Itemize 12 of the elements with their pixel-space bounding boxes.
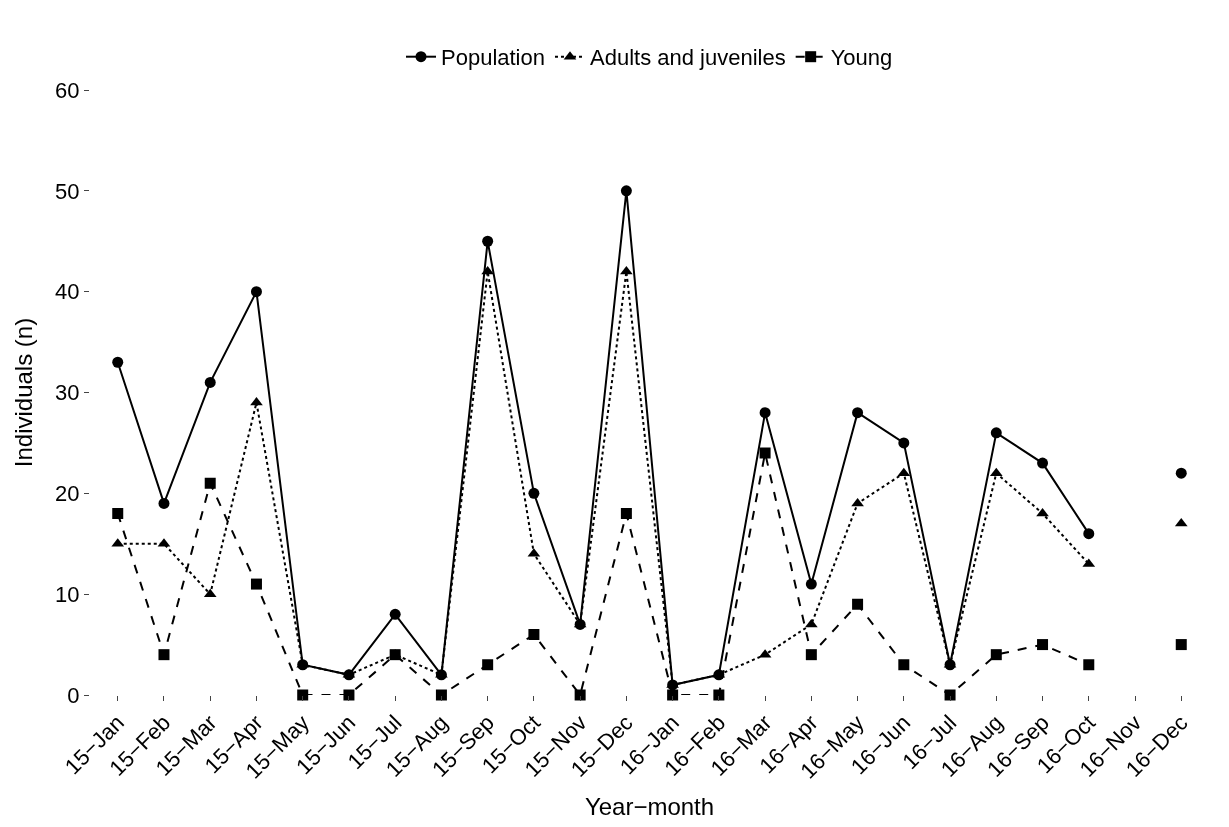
- y-tick-label: 0: [67, 682, 80, 708]
- legend-label: Adults and juveniles: [589, 45, 786, 71]
- y-tick-label: 60: [55, 77, 80, 103]
- y-tick-label: 30: [55, 380, 80, 406]
- y-tick-label: 50: [55, 178, 80, 204]
- y-tick-label: 20: [55, 481, 80, 507]
- legend-label: Population: [441, 45, 545, 71]
- y-tick-label: 40: [55, 279, 80, 305]
- x-axis-title: Year−month: [584, 792, 715, 820]
- y-tick-label: 10: [55, 581, 80, 607]
- legend-label: Young: [830, 45, 893, 71]
- y-axis-title: Individuals (n): [10, 317, 38, 468]
